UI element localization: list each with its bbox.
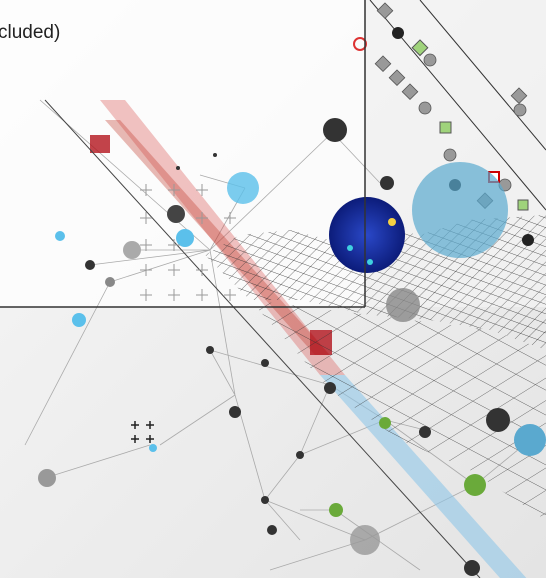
dot	[167, 205, 185, 223]
node	[423, 53, 437, 67]
heat-spot	[347, 245, 353, 251]
node-dark	[522, 234, 534, 246]
blue-circle	[227, 172, 259, 204]
heat-spot	[388, 218, 396, 226]
dot	[261, 496, 269, 504]
dot	[464, 560, 480, 576]
node-green	[411, 39, 429, 57]
red-cell	[90, 135, 110, 153]
node-dark	[392, 27, 404, 39]
dot	[296, 451, 304, 459]
dot	[267, 525, 277, 535]
node	[376, 2, 394, 20]
node-red	[353, 37, 367, 51]
diagonal-line	[44, 99, 481, 578]
pedigree-line	[419, 0, 546, 151]
node	[510, 87, 528, 105]
node-green	[439, 121, 452, 134]
dot	[176, 229, 194, 247]
dot	[229, 406, 241, 418]
dot	[324, 382, 336, 394]
blue-band	[320, 375, 546, 578]
node	[443, 148, 457, 162]
dot	[380, 176, 394, 190]
dot	[72, 313, 86, 327]
node	[401, 83, 419, 101]
node	[388, 69, 406, 87]
dot	[176, 166, 180, 170]
dot	[206, 346, 214, 354]
big-blue-circle	[412, 162, 508, 258]
dot	[379, 417, 391, 429]
plus-grid	[140, 184, 236, 301]
dot	[149, 444, 157, 452]
dot	[123, 241, 141, 259]
heatmap-circle	[329, 197, 405, 273]
node-green	[517, 199, 529, 211]
node	[374, 55, 392, 73]
dot	[55, 231, 65, 241]
dot	[419, 426, 431, 438]
grey-circle	[386, 288, 420, 322]
node	[513, 103, 527, 117]
dot	[38, 469, 56, 487]
caption: cluded)	[0, 22, 60, 43]
dark-circle	[486, 408, 510, 432]
dot	[213, 153, 217, 157]
dark-circle	[323, 118, 347, 142]
grey-circle	[350, 525, 380, 555]
dot	[329, 503, 343, 517]
heat-spot	[367, 259, 373, 265]
node	[418, 101, 432, 115]
blue-circle	[514, 424, 546, 456]
dots	[38, 153, 486, 576]
mesh-surface-near	[250, 300, 546, 520]
dot	[261, 359, 269, 367]
dot	[85, 260, 95, 270]
dot	[105, 277, 115, 287]
plus-small	[131, 421, 154, 443]
dot	[464, 474, 486, 496]
